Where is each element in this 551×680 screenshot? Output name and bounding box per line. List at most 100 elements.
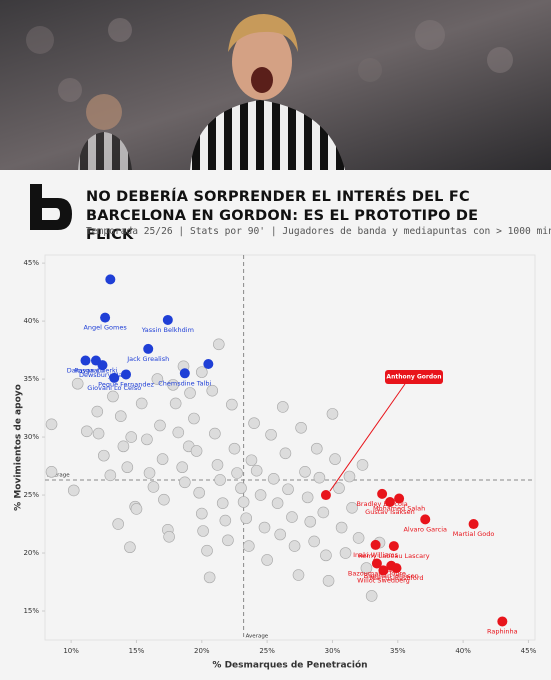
point [117, 440, 130, 453]
point [124, 541, 136, 554]
point [391, 563, 402, 574]
point-label: Remy Labeau Lascary [358, 552, 430, 560]
point [420, 514, 431, 525]
y-tick-label: 30% [23, 433, 39, 441]
point [320, 549, 332, 562]
point [228, 442, 241, 455]
point [322, 575, 335, 587]
point [163, 530, 175, 543]
point [130, 503, 143, 515]
point [179, 476, 191, 489]
point [310, 442, 323, 455]
point [100, 312, 111, 323]
point [313, 471, 326, 484]
point [261, 554, 273, 566]
point [107, 390, 119, 403]
y-tick-label: 40% [23, 317, 39, 325]
point [317, 506, 330, 519]
point [292, 569, 305, 581]
point [497, 616, 508, 627]
point [271, 497, 284, 509]
point [158, 493, 170, 506]
point [104, 469, 117, 482]
point [112, 518, 124, 530]
x-tick-label: 30% [325, 647, 341, 655]
point [468, 519, 479, 530]
point [206, 384, 219, 397]
point-label: Inaki Williams [353, 551, 398, 559]
point [147, 481, 160, 493]
point-label: Brennan Johnson [364, 572, 419, 580]
point [97, 360, 108, 371]
point [141, 433, 153, 446]
point [135, 397, 148, 410]
point [326, 408, 339, 420]
point [45, 418, 58, 431]
point-label: Alvaro Garcia [403, 525, 447, 533]
point [109, 372, 120, 383]
logo [30, 184, 72, 230]
plot-frame [44, 254, 536, 641]
point [196, 366, 208, 378]
point [92, 427, 105, 440]
x-tick-label: 20% [194, 647, 210, 655]
point [167, 379, 179, 391]
y-tick-label: 45% [23, 259, 39, 267]
point [80, 355, 91, 366]
point [105, 274, 116, 285]
point [162, 314, 173, 325]
point [308, 535, 320, 548]
point [371, 558, 382, 569]
point [370, 539, 381, 550]
point [288, 540, 301, 552]
header-photo [0, 0, 551, 170]
point [304, 515, 317, 528]
point [151, 373, 164, 385]
point [188, 412, 200, 425]
annotation-text: Anthony Gordon [386, 374, 441, 381]
point [254, 489, 267, 501]
point [286, 511, 298, 523]
point [214, 474, 226, 486]
point [346, 502, 358, 514]
point [277, 401, 289, 413]
point [125, 431, 138, 443]
x-axis-label: % Desmarques de Penetración [212, 660, 367, 671]
point [279, 447, 292, 460]
point [333, 482, 345, 494]
point-label: Martial Godo [453, 530, 495, 538]
point-label: Dewsbury Hall [79, 371, 126, 379]
y-tick-label: 20% [23, 549, 39, 557]
y-tick-label: 15% [23, 607, 39, 615]
point [240, 512, 253, 525]
point-label: Marcus Rashford [369, 574, 423, 582]
point [335, 521, 348, 534]
point [154, 419, 166, 432]
point [295, 421, 307, 434]
x-tick-label: 45% [521, 647, 537, 655]
point [193, 486, 205, 499]
point [360, 562, 373, 574]
point [216, 497, 229, 509]
x-tick-label: 35% [390, 647, 406, 655]
chart-subtitle: Temporada 25/26 | Stats por 90' | Jugado… [86, 226, 551, 237]
point [203, 571, 216, 584]
point [98, 449, 110, 462]
point [209, 427, 221, 440]
point [121, 461, 134, 474]
point [196, 507, 208, 520]
point [388, 541, 399, 552]
point [222, 534, 234, 547]
point-label: Chemsdine Talbi [158, 379, 211, 387]
point [81, 425, 93, 438]
point [237, 496, 250, 508]
point-label: Raphinha [487, 627, 518, 635]
x-tick-label: 40% [455, 647, 471, 655]
point-label: Willot Swedberg [357, 576, 410, 584]
annotation-box [385, 370, 443, 384]
x-tick-label: 10% [63, 647, 79, 655]
annotation-arrow [329, 383, 406, 492]
point [320, 490, 331, 501]
point [226, 398, 238, 411]
point [250, 464, 263, 477]
